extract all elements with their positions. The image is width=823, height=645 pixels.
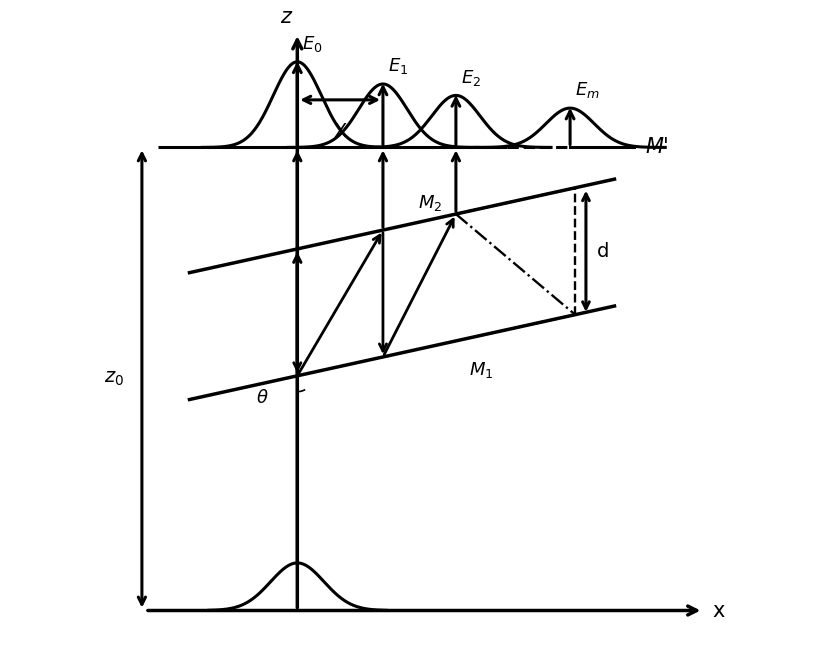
Text: $z_0$: $z_0$: [104, 370, 124, 388]
Text: $E_0$: $E_0$: [302, 34, 323, 54]
Text: $E_2$: $E_2$: [461, 68, 481, 88]
Text: $E_m$: $E_m$: [575, 81, 600, 101]
Text: x: x: [713, 600, 725, 620]
Text: $M_2$: $M_2$: [418, 193, 442, 213]
Text: $E_1$: $E_1$: [388, 56, 408, 76]
Text: $\theta$: $\theta$: [256, 389, 269, 407]
Text: z: z: [281, 7, 291, 27]
Text: $M_1$: $M_1$: [468, 361, 493, 381]
Text: M': M': [645, 137, 669, 157]
Text: d: d: [597, 242, 610, 261]
Text: X: X: [333, 122, 346, 141]
